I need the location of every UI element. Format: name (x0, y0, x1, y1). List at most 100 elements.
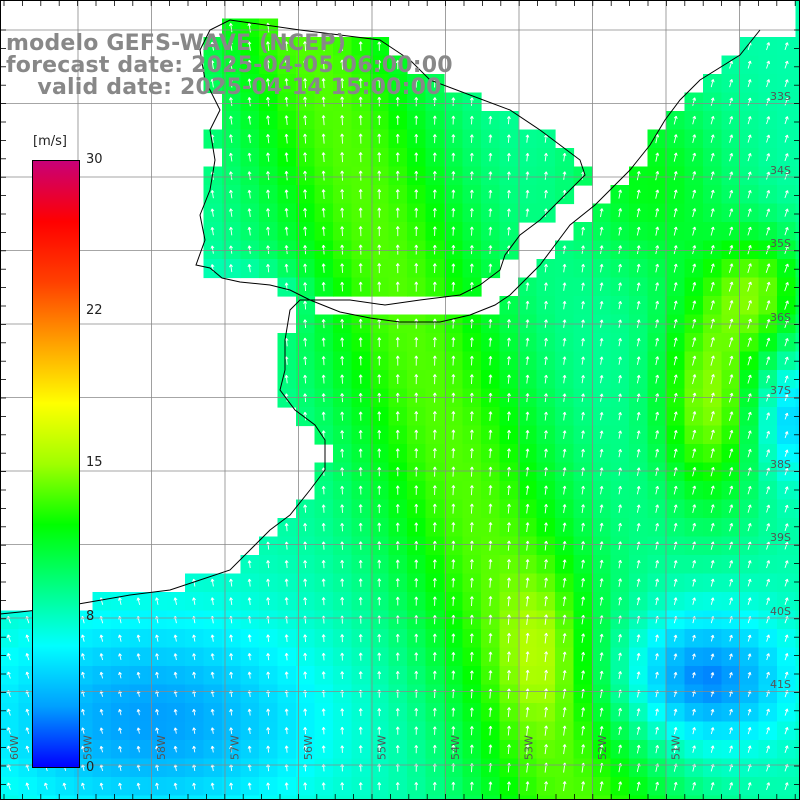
wind-arrow (340, 634, 345, 643)
wind-arrow (710, 226, 715, 236)
wind-arrow (673, 282, 678, 292)
wind-arrow (321, 634, 326, 643)
wind-arrow (618, 337, 622, 347)
wind-arrow (599, 430, 604, 439)
wind-arrow (247, 745, 252, 753)
wind-arrow (618, 208, 623, 218)
wind-arrow (210, 578, 215, 587)
wind-arrow (395, 652, 400, 661)
wind-arrow (358, 726, 363, 735)
wind-arrow (321, 541, 326, 550)
wind-arrow (284, 78, 289, 89)
wind-arrow (377, 708, 382, 717)
wind-arrow (618, 671, 622, 680)
wind-arrow (562, 171, 567, 180)
wind-arrow (469, 411, 474, 422)
wind-arrow (710, 448, 715, 459)
wind-arrow (210, 708, 215, 716)
wind-arrow (284, 671, 289, 679)
wind-arrow (469, 337, 474, 347)
wind-arrow (747, 485, 752, 495)
wind-arrow (618, 263, 623, 273)
wind-arrow (488, 596, 493, 607)
wind-arrow (544, 632, 549, 644)
wind-arrow (284, 59, 289, 70)
wind-arrow (692, 300, 697, 310)
wind-arrow (525, 300, 530, 310)
wind-cell (148, 795, 168, 800)
lon-label: 55W (376, 735, 389, 760)
wind-arrow (747, 504, 752, 513)
wind-arrow (303, 300, 308, 310)
wind-arrow (636, 356, 641, 365)
wind-arrow (581, 596, 586, 606)
wind-arrow (118, 727, 122, 734)
wind-arrow (784, 263, 789, 273)
wind-cell (795, 203, 800, 223)
wind-arrow (581, 670, 586, 680)
wind-arrow (618, 541, 623, 550)
wind-arrow (784, 671, 789, 679)
wind-arrow (544, 522, 548, 532)
wind-arrow (747, 171, 752, 180)
wind-arrow (766, 153, 771, 162)
wind-cell (259, 795, 279, 800)
wind-arrow (525, 577, 530, 588)
wind-arrow (340, 59, 345, 70)
wind-arrow (414, 485, 419, 495)
wind-arrow (692, 134, 697, 144)
wind-arrow (340, 78, 345, 89)
wind-arrow (136, 708, 141, 716)
wind-cell (684, 795, 704, 800)
wind-arrow (284, 152, 289, 162)
wind-arrow (432, 429, 437, 440)
colorbar-tick-22: 22 (86, 303, 103, 318)
wind-arrow (766, 412, 771, 420)
wind-arrow (395, 559, 400, 569)
wind-arrow (284, 208, 289, 218)
wind-arrow (266, 263, 270, 273)
wind-arrow (636, 208, 641, 218)
wind-arrow (414, 263, 419, 274)
wind-arrow (747, 189, 752, 199)
wind-arrow (192, 708, 197, 716)
wind-arrow (247, 708, 252, 716)
wind-arrow (784, 449, 789, 457)
wind-arrow (303, 189, 307, 199)
wind-arrow (358, 467, 363, 477)
wind-arrow (507, 725, 511, 736)
wind-arrow (710, 97, 715, 106)
wind-arrow (432, 707, 437, 717)
wind-arrow (284, 560, 289, 569)
wind-arrow (729, 708, 733, 716)
lon-label: 52W (596, 735, 609, 760)
wind-arrow (766, 782, 771, 791)
wind-arrow (618, 189, 623, 199)
wind-arrow (655, 708, 659, 716)
wind-arrow (729, 226, 734, 236)
wind-arrow (488, 522, 493, 533)
wind-arrow (340, 726, 345, 735)
wind-arrow (673, 504, 678, 513)
wind-arrow (192, 727, 197, 734)
wind-arrow (25, 727, 30, 735)
wind-arrow (507, 670, 511, 681)
wind-arrow (692, 97, 697, 106)
wind-arrow (414, 207, 419, 218)
wind-arrow (562, 781, 567, 792)
wind-arrow (488, 448, 493, 459)
wind-arrow (729, 653, 733, 660)
wind-arrow (229, 97, 233, 107)
wind-arrow (340, 281, 345, 292)
wind-arrow (728, 263, 734, 273)
wind-arrow (488, 485, 493, 496)
wind-arrow (747, 467, 752, 476)
wind-arrow (784, 597, 789, 605)
wind-arrow (321, 504, 326, 513)
wind-arrow (358, 78, 363, 89)
wind-arrow (469, 503, 474, 514)
wind-arrow (673, 671, 678, 679)
wind-arrow (377, 671, 382, 680)
wind-arrow (451, 466, 456, 477)
wind-cell (351, 795, 371, 800)
